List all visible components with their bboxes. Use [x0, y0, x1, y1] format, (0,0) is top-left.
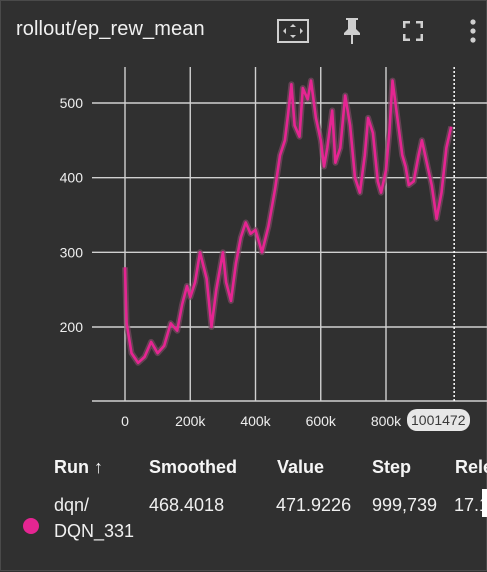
- x-tick-label: 800k: [371, 413, 402, 429]
- x-tick-label: 200k: [175, 413, 206, 429]
- column-header-smoothed[interactable]: Smoothed: [149, 457, 237, 477]
- card-header: rollout/ep_rew_mean: [1, 1, 487, 61]
- y-tick-label: 200: [60, 319, 84, 335]
- fullscreen-button[interactable]: [395, 13, 431, 49]
- cell-smoothed: 468.4018: [149, 495, 225, 515]
- fullscreen-icon: [403, 21, 423, 41]
- more-options-button[interactable]: [455, 13, 487, 49]
- series-line-dqn-DQN_331: [123, 79, 453, 365]
- more-vert-icon: [470, 19, 476, 43]
- hover-step-badge: 1001472: [407, 409, 470, 431]
- pin-button[interactable]: [334, 13, 370, 49]
- run-color-swatch: [23, 518, 39, 534]
- run-name-line1: dqn/: [54, 495, 90, 515]
- chart-title: rollout/ep_rew_mean: [16, 18, 205, 40]
- data-table: Run ↑ Smoothed Value Step Relе dqn/ DQN_…: [1, 441, 487, 572]
- chart-area[interactable]: 0 200k 400k 600k 800k 200 300 400 500 1001472: [1, 61, 487, 441]
- x-tick-label: 0: [121, 413, 129, 429]
- column-header-relative[interactable]: Relе: [455, 457, 487, 477]
- cell-step: 999,739: [372, 495, 438, 515]
- y-tick-label: 400: [60, 170, 84, 186]
- column-header-run[interactable]: Run ↑: [54, 457, 103, 477]
- pin-icon: [344, 18, 360, 44]
- column-header-step[interactable]: Step: [372, 457, 412, 477]
- horizontal-scroll-edge: [482, 489, 487, 517]
- fit-domain-icon: [277, 19, 309, 43]
- x-tick-label: 600k: [306, 413, 337, 429]
- fit-domain-button[interactable]: [275, 13, 311, 49]
- cell-relative: 17.1: [454, 495, 487, 515]
- y-tick-label: 300: [60, 244, 84, 260]
- column-header-value[interactable]: Value: [277, 457, 325, 477]
- y-tick-label: 500: [60, 95, 84, 111]
- run-name-line2: DQN_331: [54, 521, 135, 541]
- x-tick-label: 400k: [240, 413, 271, 429]
- cell-value: 471.9226: [276, 495, 352, 515]
- line-chart[interactable]: 0 200k 400k 600k 800k 200 300 400 500: [1, 61, 487, 441]
